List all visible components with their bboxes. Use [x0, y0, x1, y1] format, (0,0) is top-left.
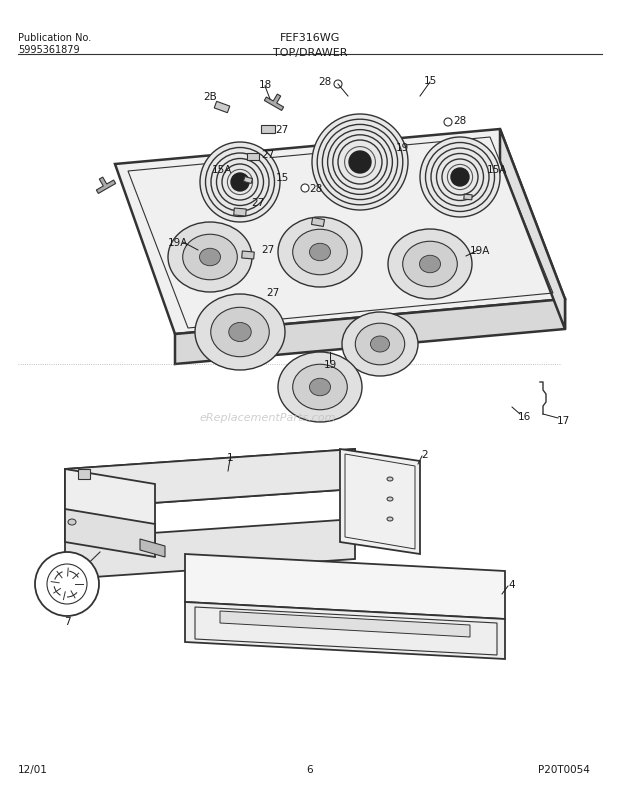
Ellipse shape: [355, 324, 405, 366]
Ellipse shape: [420, 256, 440, 273]
Polygon shape: [264, 95, 284, 111]
Circle shape: [312, 115, 408, 211]
Ellipse shape: [371, 337, 389, 353]
Ellipse shape: [168, 223, 252, 293]
Text: eReplacementParts.com: eReplacementParts.com: [200, 412, 336, 423]
Ellipse shape: [183, 235, 237, 281]
Circle shape: [334, 81, 342, 89]
Text: 19A: 19A: [168, 237, 188, 248]
Ellipse shape: [229, 323, 251, 342]
Text: 19A: 19A: [470, 245, 490, 256]
Ellipse shape: [293, 230, 347, 275]
Polygon shape: [242, 252, 254, 260]
Text: 27: 27: [251, 198, 265, 208]
Ellipse shape: [200, 249, 221, 266]
Text: P20T0054: P20T0054: [538, 764, 590, 774]
Ellipse shape: [387, 517, 393, 521]
FancyBboxPatch shape: [78, 469, 90, 480]
Text: 27: 27: [275, 125, 289, 135]
Polygon shape: [65, 449, 355, 509]
Text: 16: 16: [517, 411, 531, 422]
Polygon shape: [65, 509, 155, 557]
Text: FEF316WG: FEF316WG: [280, 33, 340, 43]
Polygon shape: [340, 449, 420, 554]
Text: 4: 4: [508, 579, 515, 589]
Text: 18: 18: [259, 80, 272, 90]
Text: 2B: 2B: [203, 92, 217, 102]
Polygon shape: [65, 449, 355, 509]
Circle shape: [200, 143, 280, 223]
Text: 19: 19: [324, 359, 337, 370]
Ellipse shape: [293, 365, 347, 411]
Polygon shape: [185, 602, 505, 659]
Polygon shape: [65, 469, 155, 554]
Ellipse shape: [403, 242, 458, 287]
Polygon shape: [65, 520, 355, 579]
Text: 27: 27: [262, 245, 275, 255]
Ellipse shape: [387, 497, 393, 501]
Text: 2: 2: [422, 449, 428, 460]
Text: 27: 27: [267, 288, 280, 298]
Polygon shape: [220, 611, 470, 638]
Text: 6: 6: [307, 764, 313, 774]
Text: 15A: 15A: [212, 164, 232, 175]
Polygon shape: [215, 102, 230, 114]
Ellipse shape: [342, 313, 418, 376]
Circle shape: [231, 174, 249, 192]
Polygon shape: [185, 554, 505, 619]
Text: 28: 28: [309, 184, 322, 194]
Polygon shape: [140, 539, 165, 557]
Text: 28: 28: [453, 115, 467, 126]
Text: 12/01: 12/01: [18, 764, 48, 774]
Polygon shape: [500, 130, 565, 330]
Ellipse shape: [309, 379, 330, 396]
Text: 15: 15: [423, 76, 436, 86]
Text: 28: 28: [319, 77, 332, 87]
Circle shape: [451, 168, 469, 187]
Circle shape: [35, 553, 99, 616]
Text: 15A: 15A: [487, 164, 507, 175]
Circle shape: [301, 184, 309, 192]
Text: 7: 7: [64, 616, 70, 626]
Ellipse shape: [309, 244, 330, 261]
Polygon shape: [234, 209, 246, 217]
Text: 19: 19: [396, 143, 409, 153]
Ellipse shape: [278, 217, 362, 288]
Circle shape: [444, 119, 452, 127]
Ellipse shape: [278, 353, 362, 423]
Text: 5995361879: 5995361879: [18, 45, 79, 55]
Ellipse shape: [195, 294, 285, 371]
Ellipse shape: [211, 308, 269, 357]
Ellipse shape: [68, 520, 76, 525]
Text: TOP/DRAWER: TOP/DRAWER: [273, 48, 347, 58]
Ellipse shape: [387, 477, 393, 481]
Polygon shape: [96, 178, 116, 194]
Polygon shape: [311, 218, 324, 227]
Text: 17: 17: [556, 415, 570, 426]
Ellipse shape: [388, 229, 472, 300]
Polygon shape: [175, 300, 565, 365]
Polygon shape: [261, 126, 275, 134]
Polygon shape: [247, 153, 259, 160]
Text: Publication No.: Publication No.: [18, 33, 91, 43]
Circle shape: [349, 152, 371, 174]
Circle shape: [420, 138, 500, 217]
Polygon shape: [244, 177, 252, 184]
Polygon shape: [464, 195, 472, 200]
Polygon shape: [115, 130, 565, 334]
Text: 1: 1: [227, 452, 233, 463]
Text: 15: 15: [275, 172, 289, 183]
Text: 27: 27: [262, 150, 275, 160]
